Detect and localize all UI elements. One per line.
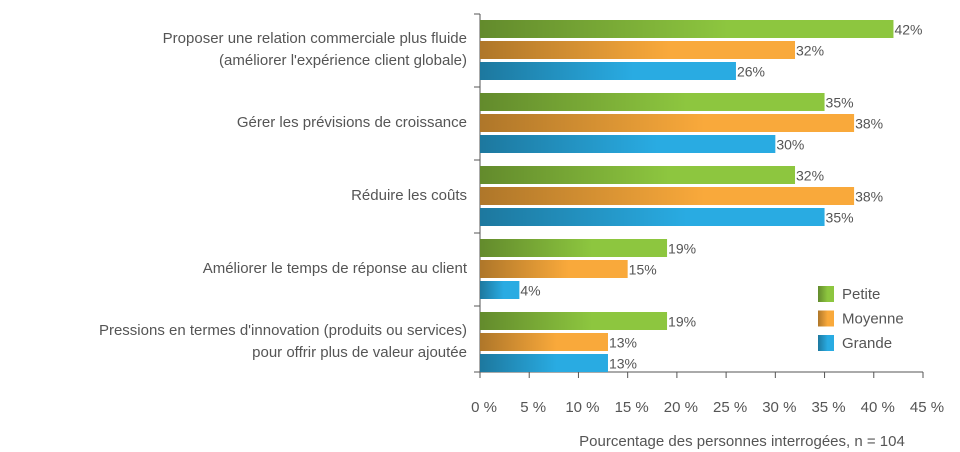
x-tick-label: 15 % <box>615 399 649 416</box>
value-label: 35% <box>826 95 854 111</box>
legend-label: Grande <box>842 335 892 352</box>
value-label: 35% <box>826 210 854 226</box>
legend-label: Petite <box>842 286 880 303</box>
legend-swatch-shade <box>818 310 834 327</box>
category-label: Améliorer le temps de réponse au client <box>203 260 468 277</box>
value-label: 19% <box>668 241 696 257</box>
bar-shade <box>480 93 825 111</box>
value-label: 32% <box>796 43 824 59</box>
bar-shade <box>480 114 855 132</box>
bar-shade <box>480 135 776 153</box>
bar-shade <box>480 20 894 38</box>
value-label: 13% <box>609 335 637 351</box>
x-tick-label: 40 % <box>861 399 895 416</box>
bar-shade <box>480 62 736 80</box>
value-label: 15% <box>629 262 657 278</box>
x-tick-label: 10 % <box>565 399 599 416</box>
x-tick-label: 35 % <box>811 399 845 416</box>
value-label: 42% <box>894 22 922 38</box>
legend-swatch-shade <box>818 286 834 302</box>
x-tick-label: 20 % <box>664 399 698 416</box>
category-label: Réduire les coûts <box>351 187 467 204</box>
value-label: 38% <box>855 116 883 132</box>
value-label: 26% <box>737 64 765 80</box>
category-label: Gérer les prévisions de croissance <box>237 114 467 131</box>
x-tick-label: 30 % <box>762 399 796 416</box>
x-tick-label: 0 % <box>471 399 497 416</box>
bar-shade <box>480 333 608 351</box>
x-tick-label: 5 % <box>520 399 546 416</box>
bar-shade <box>480 281 520 299</box>
bar-shade <box>480 239 668 257</box>
value-label: 38% <box>855 189 883 205</box>
bar-shade <box>480 166 796 184</box>
bar-shade <box>480 41 796 59</box>
bar-shade <box>480 187 855 205</box>
bar-shade <box>480 260 628 278</box>
category-label: Pressions en termes d'innovation (produi… <box>99 322 467 361</box>
category-label: Proposer une relation commerciale plus f… <box>163 30 467 69</box>
value-label: 13% <box>609 356 637 372</box>
bar-shade <box>480 312 668 330</box>
value-label: 30% <box>776 137 804 153</box>
x-tick-label: 45 % <box>910 399 944 416</box>
x-axis-label: Pourcentage des personnes interrogées, n… <box>579 433 905 450</box>
value-label: 32% <box>796 168 824 184</box>
x-tick-label: 25 % <box>713 399 747 416</box>
legend-label: Moyenne <box>842 310 904 327</box>
bar-shade <box>480 208 825 226</box>
legend-swatch-shade <box>818 335 834 351</box>
value-label: 4% <box>520 283 540 299</box>
value-label: 19% <box>668 314 696 330</box>
bar-shade <box>480 354 608 372</box>
